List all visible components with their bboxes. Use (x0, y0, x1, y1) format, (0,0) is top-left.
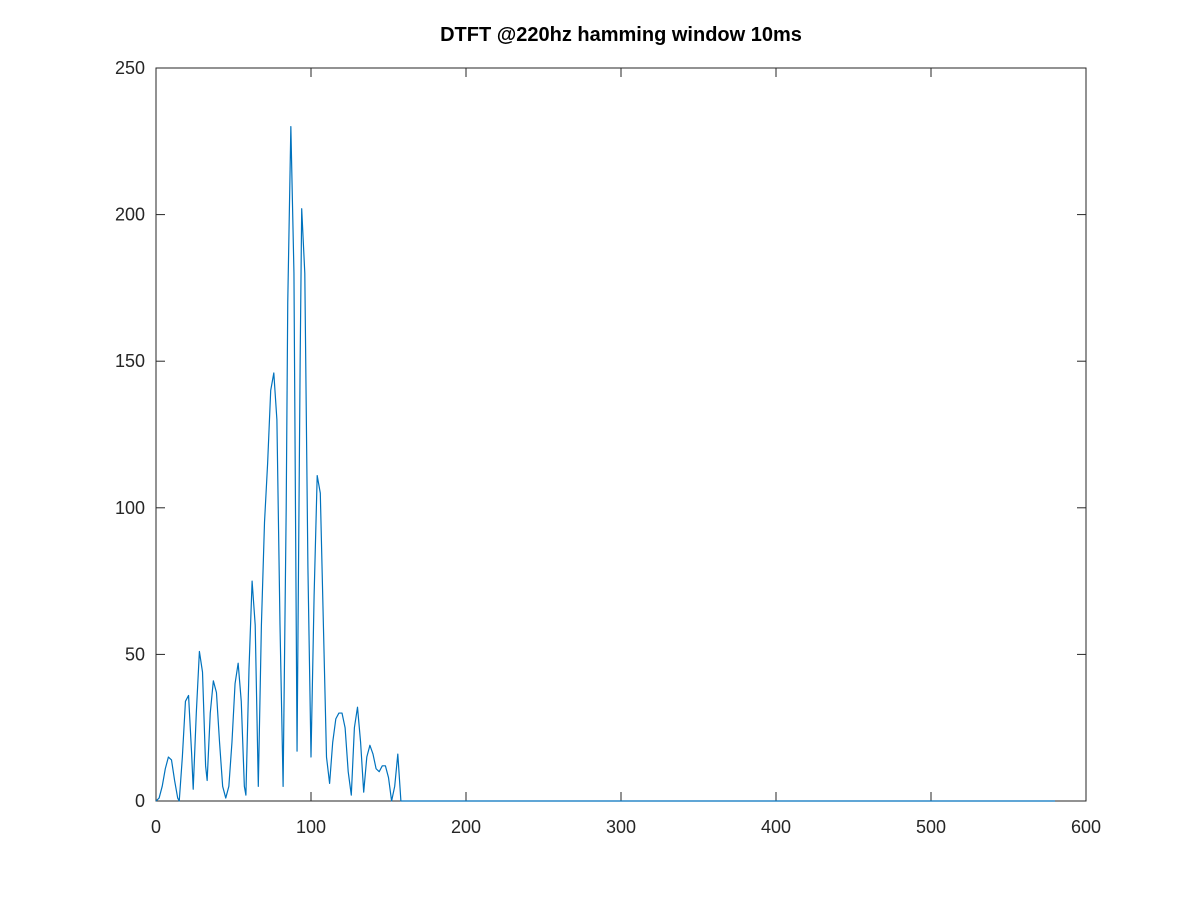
y-tick-label: 100 (115, 498, 145, 518)
axes: 0 100 200 300 400 500 600 0 50 100 150 200 250 (115, 58, 1101, 837)
y-tick-label: 200 (115, 205, 145, 225)
series-layer (155, 126, 1055, 802)
x-tick-label: 0 (151, 817, 161, 837)
y-tick-label: 50 (125, 644, 145, 664)
chart-title: DTFT @220hz hamming window 10ms (440, 24, 802, 46)
y-tick-label: 150 (115, 351, 145, 371)
x-tick-label: 300 (606, 817, 636, 837)
y-tick-label: 0 (135, 791, 145, 811)
x-tick-label: 200 (451, 817, 481, 837)
y-tick-label: 250 (115, 58, 145, 78)
x-tick-label: 400 (761, 817, 791, 837)
x-tick-label: 100 (296, 817, 326, 837)
x-tick-label: 600 (1071, 817, 1101, 837)
x-tick-label: 500 (916, 817, 946, 837)
series-line-0 (155, 126, 1055, 802)
